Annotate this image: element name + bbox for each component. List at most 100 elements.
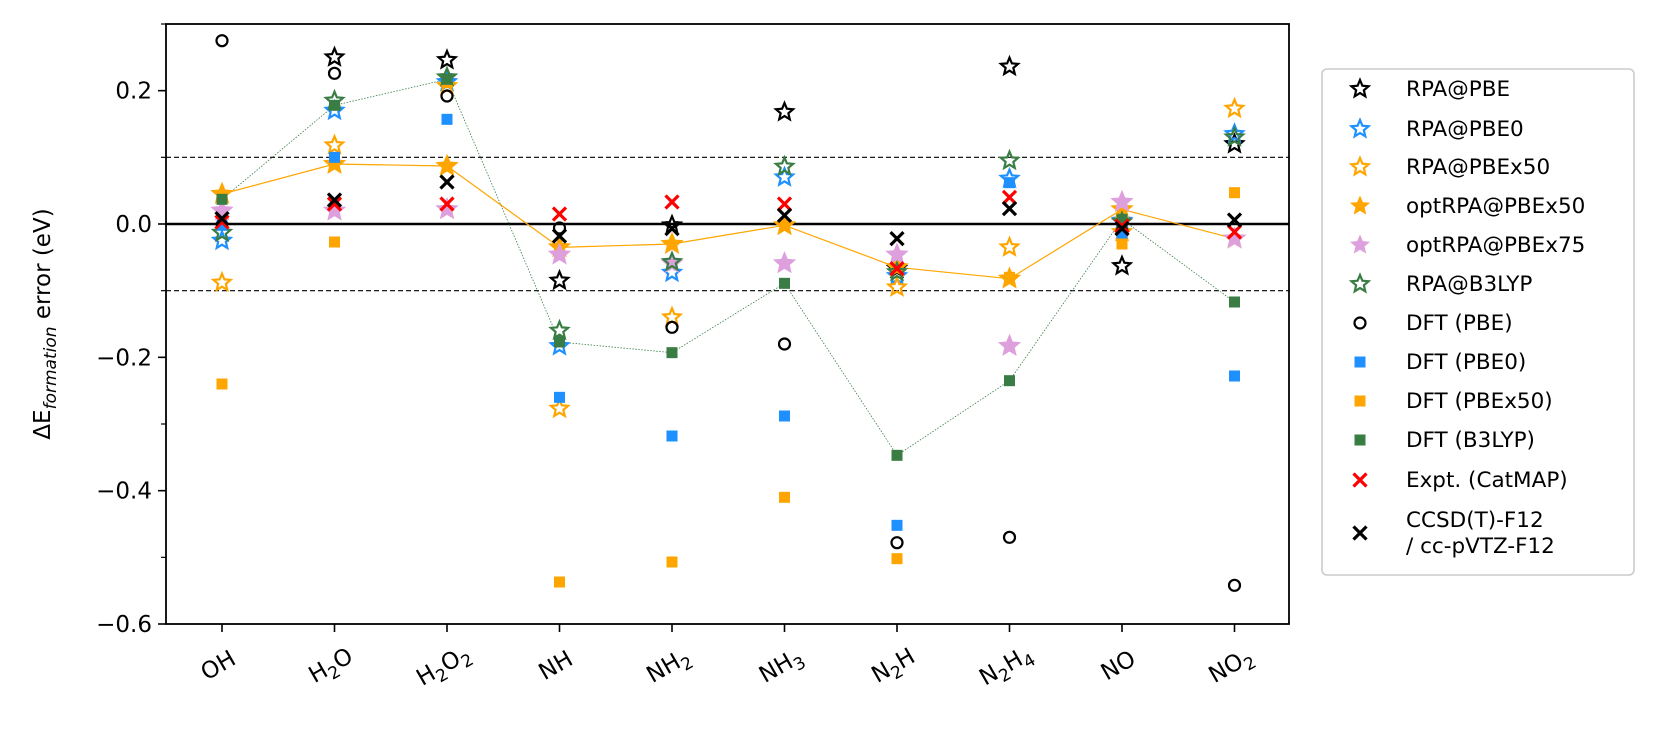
data-point (554, 577, 565, 588)
data-point (326, 136, 343, 152)
series-rpa-b3lyp (213, 68, 1243, 338)
data-point (551, 322, 568, 338)
data-point (217, 194, 228, 205)
data-point (1001, 58, 1018, 74)
legend-label: RPA@B3LYP (1406, 272, 1532, 297)
data-point (553, 208, 566, 221)
data-point (666, 196, 679, 209)
data-point (1004, 272, 1015, 283)
data-point (1001, 238, 1018, 254)
x-tick-label: NO2 (1205, 643, 1260, 693)
legend: RPA@PBE RPA@PBE0 RPA@PBEx50 optRPA@PBEx50 op… (1322, 69, 1634, 575)
data-point (779, 339, 790, 350)
data-point (892, 537, 903, 548)
data-point (554, 392, 565, 403)
legend-marker (1355, 357, 1366, 368)
data-point (779, 411, 790, 422)
legend-label: DFT (B3LYP) (1406, 428, 1535, 453)
data-point (779, 492, 790, 503)
data-point (1229, 580, 1240, 591)
data-point (1117, 239, 1128, 250)
data-point (326, 48, 343, 64)
legend-label: Expt. (CatMAP) (1406, 468, 1568, 493)
series-optrpa-pbex50 (212, 153, 1245, 288)
series-rpa-pbe0 (213, 73, 1243, 353)
data-point (1003, 202, 1016, 215)
y-tick-label: −0.6 (96, 612, 152, 638)
data-point (442, 114, 453, 125)
data-point (329, 100, 340, 111)
x-tick-label: OH (197, 646, 241, 686)
x-tick-label: N2H (867, 643, 922, 693)
data-point (438, 51, 455, 67)
data-point (892, 450, 903, 461)
series-line (222, 164, 1235, 279)
x-tick-label: N2H4 (975, 641, 1039, 696)
legend-label: CCSD(T)-F12 (1406, 508, 1544, 533)
series-line (222, 79, 1235, 455)
y-tick-label: −0.4 (96, 479, 152, 505)
data-point (329, 68, 340, 79)
data-point (213, 274, 230, 290)
data-point (1004, 375, 1015, 386)
series-dft-pbe- (217, 35, 1241, 591)
data-point (554, 337, 565, 348)
y-axis-label: ΔEformation error (eV) (30, 208, 61, 439)
data-point (667, 322, 678, 333)
data-point (442, 91, 453, 102)
legend-label: DFT (PBEx50) (1406, 389, 1553, 414)
x-tick-label: NH3 (755, 643, 810, 693)
data-point (667, 557, 678, 568)
y-tick-label: 0.2 (115, 79, 152, 105)
data-point (892, 553, 903, 564)
legend-label: DFT (PBE0) (1406, 350, 1526, 375)
legend-label: RPA@PBE (1406, 77, 1510, 102)
axes: −0.6 −0.4 −0.2 0.0 0.2 ΔEformation error (eV)… (30, 24, 1289, 696)
x-tick-label: NH (535, 646, 578, 686)
series-expt-catmap- (216, 191, 1242, 275)
data-point (217, 379, 228, 390)
legend-marker (1355, 435, 1366, 446)
data-point (1229, 297, 1240, 308)
data-point (776, 103, 793, 119)
x-tick-label: NH2 (642, 643, 697, 693)
legend-label: optRPA@PBEx75 (1406, 233, 1585, 258)
chart: −0.6 −0.4 −0.2 0.0 0.2 ΔEformation error (eV)… (0, 0, 1655, 736)
data-point (1229, 371, 1240, 382)
data-point (551, 272, 568, 288)
data-point (667, 347, 678, 358)
data-point (441, 176, 454, 189)
data-point (217, 35, 228, 46)
data-point (1226, 100, 1243, 116)
data-point (1001, 152, 1018, 168)
legend-label: DFT (PBE) (1406, 311, 1513, 336)
y-tick-label: 0.0 (115, 212, 152, 238)
x-tick-label: H2O2 (412, 640, 477, 695)
series-dft-pbex50- (217, 77, 1241, 587)
data-point (1229, 187, 1240, 198)
data-point (329, 237, 340, 248)
data-point (774, 252, 795, 272)
data-point (442, 74, 453, 85)
data-point (999, 335, 1020, 355)
series-optrpa-pbex75 (212, 191, 1245, 355)
plot-area (166, 35, 1289, 591)
legend-label: RPA@PBE0 (1406, 117, 1524, 142)
data-point (779, 278, 790, 289)
legend-label: optRPA@PBEx50 (1406, 194, 1585, 219)
data-point (1004, 532, 1015, 543)
data-point (1004, 177, 1015, 188)
series-dft-pbe0- (217, 114, 1241, 531)
series-rpa-pbex50 (213, 77, 1243, 416)
y-tick-label: −0.2 (96, 345, 152, 371)
data-point (667, 431, 678, 442)
legend-label: / cc-pVTZ-F12 (1406, 534, 1555, 559)
x-tick-label: H2O (304, 643, 360, 693)
legend-marker (1355, 396, 1366, 407)
data-point (437, 198, 458, 218)
data-point (329, 152, 340, 163)
data-point (1113, 257, 1130, 273)
x-tick-label: NO (1097, 646, 1141, 686)
series-dft-b3lyp- (217, 74, 1241, 461)
data-point (892, 520, 903, 531)
